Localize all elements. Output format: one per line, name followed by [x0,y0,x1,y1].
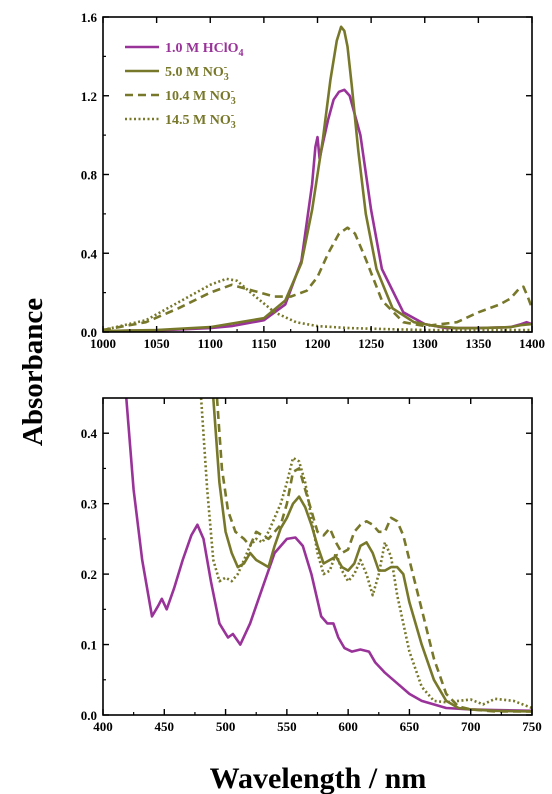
top-y-tick-label: 0.4 [81,246,98,261]
top-series-line-2 [103,25,532,332]
top-y-tick-label: 0.0 [81,325,97,340]
top-series-line-3 [103,226,532,332]
top-x-tick-label: 1250 [358,336,384,351]
bottom-x-tick-label: 500 [216,719,236,734]
legend-entry-2: 5.0 M NO3- [165,62,229,83]
top-x-tick-label: 1200 [305,336,331,351]
bottom-x-tick-label: 600 [338,719,358,734]
top-x-tick-label: 1100 [198,336,223,351]
bottom-series-line-3 [215,398,532,713]
top-x-tick-label: 1050 [144,336,170,351]
top-y-tick-label: 1.6 [81,10,98,25]
bottom-series-line-1 [125,398,532,713]
bottom-y-tick-label: 0.3 [81,497,98,512]
top-y-tick-label: 0.8 [81,168,98,183]
legend: 1.0 M HClO4 5.0 M NO3- 10.4 M NO3- 14.5 M N… [125,41,244,131]
bottom-x-tick-label: 650 [400,719,420,734]
bottom-x-tick-label: 750 [522,719,542,734]
legend-entry-3: 10.4 M NO3- [165,86,236,107]
bottom-series-line-2 [212,398,532,713]
bottom-panel: 400 450 500 550 600 650 700 750 0.0 0.1 0.2 0.3 0.4 [81,397,542,734]
legend-entry-4: 14.5 M NO3- [165,110,236,131]
top-panel: 1000 1050 1100 1150 1200 1250 1300 1350 1400 0.0 0… [81,10,545,351]
bottom-y-tick-label: 0.0 [81,708,97,723]
top-x-tick-label: 1350 [465,336,491,351]
x-axis-title: Wavelength / nm [210,762,427,794]
bottom-x-tick-label: 550 [277,719,297,734]
top-y-tick-label: 1.2 [81,89,97,104]
bottom-x-tick-label: 450 [155,719,175,734]
bottom-x-tick-label: 700 [461,719,481,734]
bottom-x-tick-label: 400 [93,719,113,734]
top-x-tick-label: 1300 [412,336,438,351]
y-axis-title: Absorbance [17,298,49,446]
legend-entry-1: 1.0 M HClO4 [165,41,244,59]
bottom-plot-frame [102,397,533,716]
top-x-tick-label: 1000 [90,336,116,351]
top-series-line-4 [103,277,532,332]
bottom-y-tick-label: 0.1 [81,638,97,653]
top-x-tick-label: 1400 [519,336,545,351]
bottom-y-tick-label: 0.4 [81,426,98,441]
bottom-y-tick-label: 0.2 [81,567,97,582]
top-x-tick-label: 1150 [251,336,276,351]
